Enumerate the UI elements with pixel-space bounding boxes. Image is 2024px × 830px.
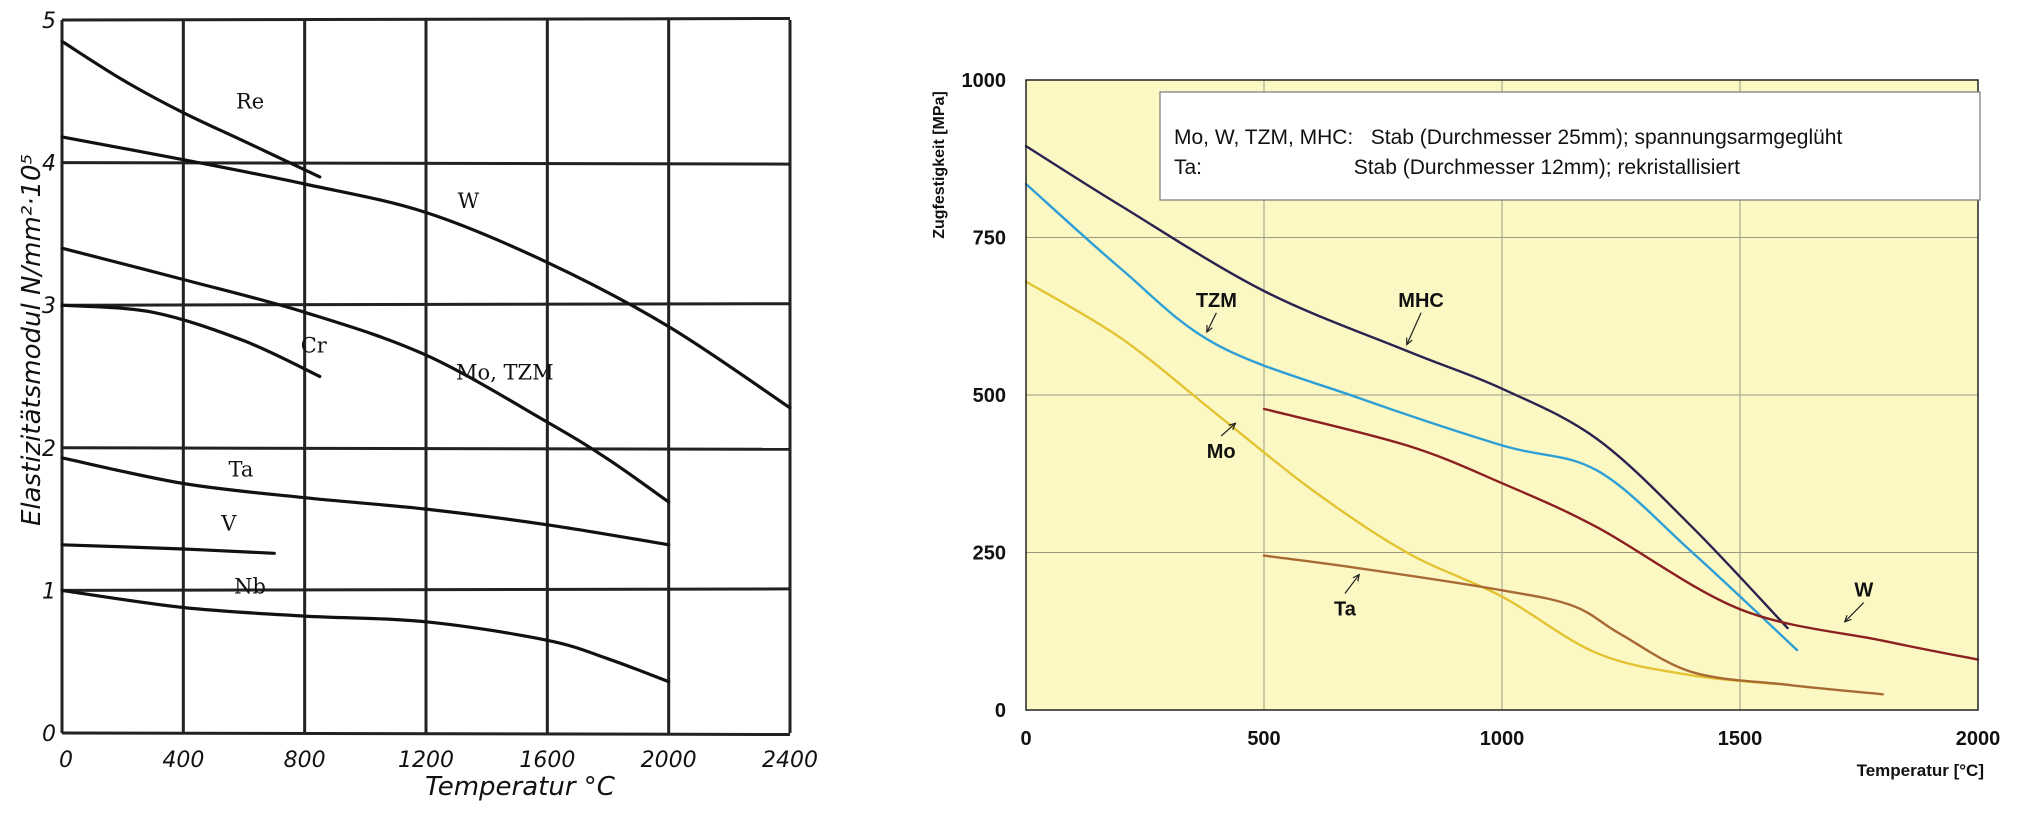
right-label-pointer-mo: [1220, 422, 1236, 437]
left-x-tick-label: 400: [162, 748, 204, 773]
right-label-pointer-ta: [1344, 574, 1360, 594]
left-x-tick-label: 2400: [762, 748, 818, 773]
left-y-axis-label: Elastizitätsmodul N/mm²·10⁵: [17, 154, 47, 526]
right-series-label-mhc: MHC: [1398, 290, 1444, 312]
left-y-tick-label: 3: [42, 294, 56, 319]
left-series-line-w: [60, 135, 792, 410]
left-y-gridline: [61, 161, 791, 166]
right-series-label-tzm: TZM: [1196, 290, 1237, 312]
right-label-arrowhead-w: [1843, 614, 1852, 623]
right-label-pointer-w: [1844, 602, 1865, 623]
annotation-line-2: Ta: Stab (Durchmesser 12mm); rekristalli…: [1174, 156, 1740, 179]
left-x-ticks: 0 400 800 1200 1600 2000 2400: [59, 748, 818, 773]
right-series-line-mhc: [1024, 144, 1789, 630]
left-series-label-ta: Ta: [229, 457, 254, 481]
left-x-tick-label: 1200: [398, 748, 454, 773]
right-x-tick-label: 1000: [1480, 728, 1525, 750]
right-y-axis-label: Zugfestigkeit [MPa]: [931, 91, 948, 239]
annotation-line-1: Mo, W, TZM, MHC: Stab (Durchmesser 25mm)…: [1174, 126, 1842, 149]
right-series-label-ta: Ta: [1334, 599, 1357, 621]
right-series-line-w: [1262, 407, 1980, 661]
right-series-labels: MHC TZM W Mo Ta: [1196, 290, 1873, 623]
left-x-axis-label: Temperatur °C: [425, 772, 616, 802]
right-y-ticks: 0 250 500 750 1000: [962, 70, 1007, 722]
right-series-line-mo: [1024, 280, 1789, 686]
left-y-gridline: [61, 17, 791, 22]
left-series-labels: Re W Cr Mo, TZM Ta V Nb: [220, 89, 553, 598]
left-series-label-nb: Nb: [234, 574, 266, 598]
left-series-line-cr: [60, 303, 322, 379]
right-y-tick-label: 500: [973, 385, 1006, 407]
right-y-tick-label: 250: [973, 543, 1006, 565]
left-series-line-v: [60, 543, 276, 555]
right-series: [1024, 144, 1980, 696]
right-annotation-box: Mo, W, TZM, MHC: Stab (Durchmesser 25mm)…: [1159, 91, 1981, 201]
right-y-tick-label: 0: [995, 700, 1006, 722]
left-series-line-ta: [60, 456, 671, 547]
left-series-label-v: V: [220, 512, 237, 536]
left-series-label-cr: Cr: [301, 333, 328, 357]
left-y-gridline: [61, 731, 791, 736]
left-series-label-mo-tzm: Mo, TZM: [456, 360, 554, 384]
right-x-ticks: 0 500 1000 1500 2000: [1020, 728, 2000, 750]
left-series-line-nb: [60, 588, 671, 684]
left-x-tick-label: 0: [59, 748, 73, 773]
right-label-pointer-mhc: [1406, 312, 1422, 345]
right-plot-frame: [1025, 79, 1979, 711]
left-y-gridline: [61, 587, 791, 592]
left-y-tick-label: 0: [42, 722, 56, 747]
left-series-label-w: W: [458, 189, 480, 213]
right-series-line-ta: [1262, 554, 1884, 696]
left-series-line-re: [60, 39, 322, 179]
right-y-tick-label: 750: [973, 228, 1006, 250]
right-label-arrowhead-mhc: [1406, 337, 1413, 346]
left-y-tick-label: 4: [42, 152, 56, 177]
chart-left: 0 400 800 1200 1600 2000 2400 0 1 2 3 4 5 Re W Cr Mo, …: [17, 9, 818, 802]
left-x-tick-label: 2000: [641, 748, 697, 773]
right-series-label-w: W: [1854, 580, 1873, 602]
right-label-arrowhead-ta: [1352, 573, 1361, 582]
left-x-tick-label: 1600: [519, 748, 575, 773]
right-x-tick-label: 2000: [1956, 728, 2001, 750]
left-y-ticks: 0 1 2 3 4 5: [42, 9, 56, 747]
left-series: [60, 39, 792, 684]
left-x-tick-label: 800: [284, 748, 326, 773]
left-grid: [60, 17, 792, 736]
right-series-label-mo: Mo: [1207, 441, 1236, 463]
left-series-line-mo-tzm: [60, 246, 671, 504]
left-y-gridline: [61, 446, 791, 451]
left-y-gridline: [61, 302, 791, 307]
left-y-tick-label: 2: [42, 437, 56, 462]
right-x-tick-label: 0: [1020, 728, 1031, 750]
right-label-arrowhead-tzm: [1206, 324, 1213, 334]
right-x-tick-label: 1500: [1718, 728, 1763, 750]
left-y-tick-label: 1: [42, 579, 56, 604]
right-label-pointer-tzm: [1206, 312, 1217, 333]
right-label-arrowhead-mo: [1228, 422, 1237, 431]
right-x-tick-label: 500: [1247, 728, 1280, 750]
left-series-label-re: Re: [236, 89, 264, 113]
right-x-axis-label: Temperatur [°C]: [1857, 761, 1984, 780]
right-series-line-tzm: [1024, 182, 1799, 652]
left-y-tick-label: 5: [42, 9, 56, 34]
right-y-tick-label: 1000: [962, 70, 1007, 92]
